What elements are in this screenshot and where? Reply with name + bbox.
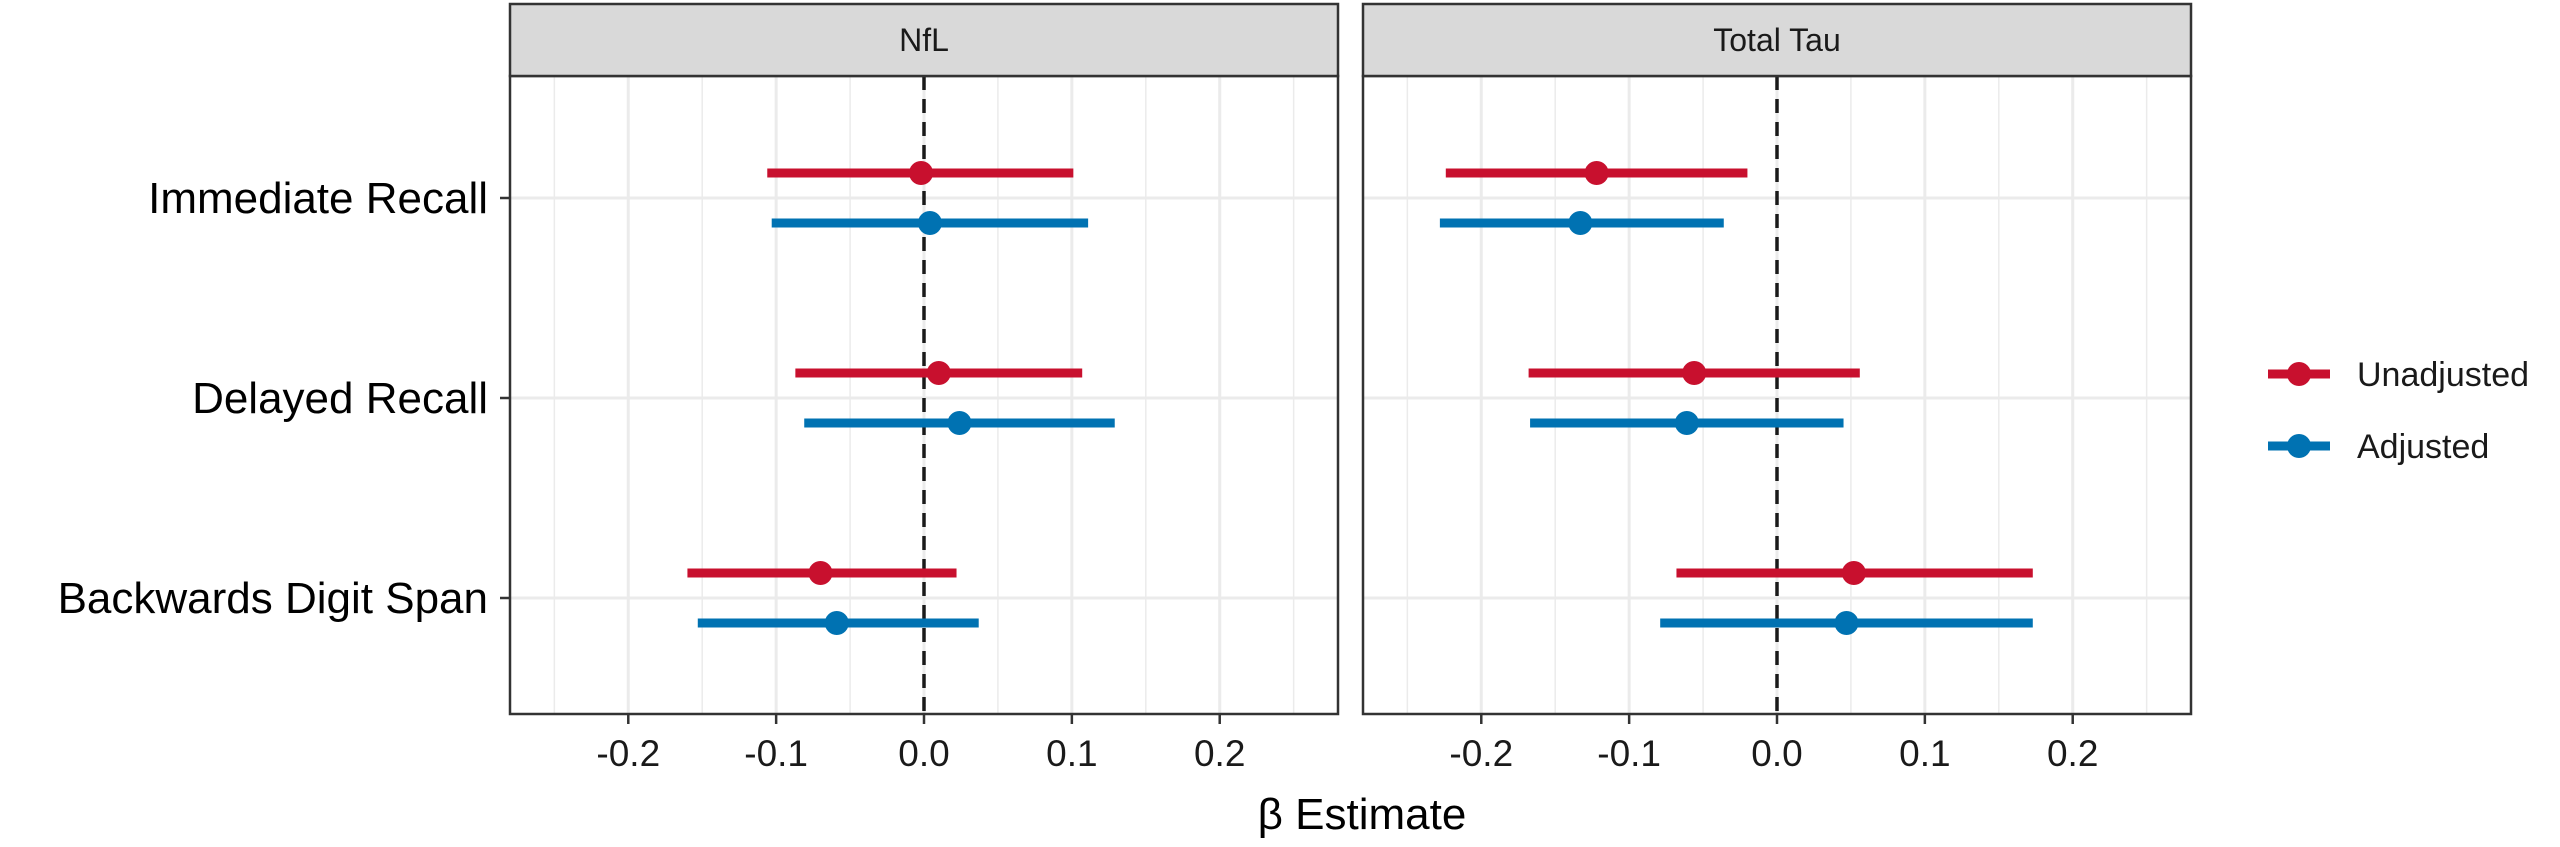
facet-strip-label: NfL: [899, 22, 949, 58]
point-estimate: [1674, 411, 1699, 435]
x-tick-label: -0.2: [1449, 733, 1513, 774]
x-tick-label: -0.1: [1597, 733, 1661, 774]
point-estimate: [909, 161, 934, 185]
x-tick-label: 0.2: [1194, 733, 1245, 774]
estimate-unadjusted-backwards-digit-span: [1676, 561, 2033, 585]
point-estimate: [917, 211, 942, 235]
estimate-unadjusted-backwards-digit-span: [687, 561, 957, 585]
x-tick-label: 0.0: [898, 733, 949, 774]
point-estimate: [926, 361, 951, 385]
estimate-adjusted-backwards-digit-span: [1660, 611, 2033, 635]
legend-label: Unadjusted: [2357, 356, 2529, 394]
estimate-unadjusted-immediate-recall: [767, 161, 1074, 185]
x-axis: -0.2 -0.1 0.0 0.1 0.2 -0.2 -0.1 0.0 0.1 0.2: [596, 714, 2098, 774]
facet-strip: [1361, 2, 2193, 78]
x-tick-label: 0.0: [1751, 733, 1802, 774]
facet-strip: [508, 2, 1340, 78]
point-estimate: [1682, 361, 1707, 385]
point-estimate: [1584, 161, 1609, 185]
estimate-unadjusted-immediate-recall: [1445, 161, 1748, 185]
panel-total-tau: Total Tau: [1361, 2, 2193, 716]
x-tick-label: -0.2: [596, 733, 660, 774]
point-estimate: [1568, 211, 1593, 235]
estimate-unadjusted-delayed-recall: [795, 361, 1083, 385]
estimate-adjusted-delayed-recall: [1530, 411, 1844, 435]
y-tick-label-delayed-recall: Delayed Recall: [192, 374, 488, 423]
legend-key-point: [2287, 434, 2311, 458]
estimate-adjusted-immediate-recall: [1439, 211, 1724, 235]
x-tick-label: 0.1: [1046, 733, 1097, 774]
legend: Unadjusted Adjusted: [2268, 356, 2529, 466]
legend-label: Adjusted: [2357, 428, 2489, 466]
estimate-adjusted-immediate-recall: [771, 211, 1089, 235]
facet-strip-label: Total Tau: [1713, 22, 1841, 58]
panel-nfl: NfL: [508, 2, 1340, 716]
point-estimate: [824, 611, 849, 635]
x-tick-label: -0.1: [744, 733, 808, 774]
panels: NfL Total Tau: [508, 2, 2193, 716]
point-estimate: [1834, 611, 1859, 635]
estimate-adjusted-backwards-digit-span: [697, 611, 979, 635]
y-tick-label-immediate-recall: Immediate Recall: [148, 174, 488, 223]
point-estimate: [947, 411, 972, 435]
legend-key-point: [2287, 362, 2311, 386]
legend-entry-unadjusted: Unadjusted: [2268, 356, 2529, 394]
y-tick-label-backwards-digit-span: Backwards Digit Span: [58, 574, 488, 623]
y-axis: Immediate Recall Delayed Recall Backwards …: [58, 174, 510, 623]
estimate-adjusted-delayed-recall: [804, 411, 1115, 435]
estimate-unadjusted-delayed-recall: [1528, 361, 1860, 385]
legend-entry-adjusted: Adjusted: [2268, 428, 2489, 466]
x-axis-label: β Estimate: [1258, 790, 1467, 839]
x-tick-label: 0.1: [1899, 733, 1950, 774]
point-estimate: [1841, 561, 1866, 585]
point-estimate: [808, 561, 833, 585]
x-tick-label: 0.2: [2047, 733, 2098, 774]
